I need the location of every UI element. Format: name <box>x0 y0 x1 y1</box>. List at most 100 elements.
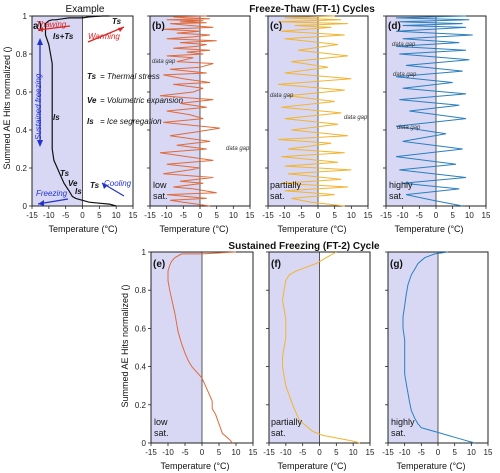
x-tick-label-a: 0 <box>80 211 85 220</box>
y-tick-label-a: 0.8 <box>16 50 28 59</box>
series-line-f-0 <box>281 251 361 444</box>
x-tick-label-b: -15 <box>144 211 156 220</box>
legend-ve-symbol: Ve <box>87 96 97 105</box>
bottom-section-title: Sustained Freezing (FT-2) Cycle <box>228 241 380 252</box>
x-tick-label-d: 15 <box>482 211 491 220</box>
freezing-region-b <box>150 16 200 206</box>
is-mid-label: Is <box>53 113 60 122</box>
example-title: Example <box>66 4 105 15</box>
panel-f: -15 -10 -5 0 5 10 15 <box>263 251 375 457</box>
x-tick-label-b: 0 <box>198 211 203 220</box>
x-tick-label-b: -5 <box>180 211 188 220</box>
panel-c-label: (c) <box>270 21 282 32</box>
panel-c-caption-2: sat. <box>270 191 285 201</box>
panel-f-label: (f) <box>271 259 281 270</box>
x-tick-label-c: 10 <box>347 211 356 220</box>
x-tick-label-e: 15 <box>249 448 258 457</box>
top-ylabel: Summed AE Hits normalized () <box>2 46 12 169</box>
xlabel-c: Temperature (°C) <box>277 224 346 234</box>
example-annotations: Thawing Warming Ts Is+Ts Sustained freez… <box>34 17 184 206</box>
xlabel-a: Temperature (°C) <box>48 224 117 234</box>
x-tick-label-c: -15 <box>262 211 274 220</box>
sustained-arrow-head-top <box>37 38 43 45</box>
panel-f-caption-1: partially <box>271 417 303 427</box>
freezing-region-g <box>388 252 438 443</box>
legend-ve-text: = Volumetric expansion <box>100 96 184 105</box>
x-tick-label-e: -10 <box>162 448 174 457</box>
panel-g: -15 -10 -5 0 5 10 15 <box>382 251 493 457</box>
y-tick-label-a: 1 <box>23 12 28 21</box>
x-tick-label-e: -5 <box>181 448 189 457</box>
xlabel-f: Temperature (°C) <box>277 461 346 471</box>
cooling-label: Cooling <box>104 179 132 188</box>
panel-d-label: (d) <box>388 21 401 32</box>
series-line-a-0 <box>44 15 117 207</box>
xlabel-e: Temperature (°C) <box>160 461 229 471</box>
bottom-ylabel: Summed AE Hits normalized () <box>120 284 130 407</box>
x-tick-label-c: 15 <box>364 211 373 220</box>
panel-b-data-gap-1: data gap <box>152 59 176 65</box>
ts-top: Ts <box>112 17 122 26</box>
x-tick-label-c: 5 <box>332 211 337 220</box>
ts-right-label: Ts <box>90 181 100 190</box>
y-tick-label-e: 0.8 <box>135 286 147 295</box>
panel-c-data-gap-2: data gap <box>344 115 368 121</box>
x-tick-label-e: 0 <box>200 448 205 457</box>
x-tick-label-f: 10 <box>349 448 358 457</box>
x-tick-label-g: -15 <box>382 448 394 457</box>
legend-ts-text: = Thermal stress <box>100 72 160 81</box>
panel-d-data-gap-1: data gap <box>392 42 416 48</box>
x-tick-label-g: -5 <box>418 448 426 457</box>
x-tick-label-f: 0 <box>317 448 322 457</box>
xlabel-b: Temperature (°C) <box>159 224 228 234</box>
legend-is-text: = Ice segregation <box>100 117 162 126</box>
thawing-arrow <box>37 25 71 31</box>
panel-e-caption-2: sat. <box>154 428 169 438</box>
is-low-label: Is <box>75 187 82 196</box>
x-tick-label-d: 10 <box>465 211 474 220</box>
panel-c-data-gap-1: data gap <box>270 93 294 99</box>
x-tick-label-a: 5 <box>97 211 102 220</box>
panel-c-caption-1: partially <box>270 180 302 190</box>
series-line-d-0 <box>395 15 473 207</box>
y-tick-label-a: 0.2 <box>16 164 28 173</box>
series-line-c-0 <box>277 15 352 207</box>
is-ts-label: Is+Ts <box>53 32 74 41</box>
panel-d-caption-1: highly <box>389 180 413 190</box>
panel-d-caption-2: sat. <box>389 191 404 201</box>
panel-d-data-gap-3: data gap <box>397 125 421 131</box>
y-tick-label-e: 0.4 <box>135 363 147 372</box>
x-tick-label-b: 5 <box>214 211 219 220</box>
sustained-arrow-head-bottom <box>37 140 43 147</box>
x-tick-label-f: 15 <box>366 448 375 457</box>
x-tick-label-f: -10 <box>280 448 292 457</box>
y-tick-label-e: 0 <box>142 439 147 448</box>
panel-e-label: (e) <box>153 259 165 270</box>
x-tick-label-e: 10 <box>232 448 241 457</box>
freezing-region-e <box>151 252 202 443</box>
x-tick-label-c: -5 <box>298 211 306 220</box>
y-tick-label-a: 0 <box>23 202 28 211</box>
x-tick-label-a: 15 <box>129 211 138 220</box>
warming-label: Warming <box>88 32 120 41</box>
panel-g-caption-2: sat. <box>391 428 406 438</box>
x-tick-label-g: 0 <box>436 448 441 457</box>
x-tick-label-d: -15 <box>380 211 392 220</box>
x-tick-label-a: 10 <box>112 211 121 220</box>
top-section-title: Freeze-Thaw (FT-1) Cycles <box>249 4 375 15</box>
xlabel-g: Temperature (°C) <box>396 461 465 471</box>
x-tick-label-b: 15 <box>246 211 255 220</box>
panel-a-label: a) <box>33 21 42 32</box>
x-tick-label-f: -5 <box>299 448 307 457</box>
panel-b-data-gap-2: data gap <box>226 146 250 152</box>
xlabel-d: Temperature (°C) <box>394 224 463 234</box>
x-tick-label-b: 10 <box>229 211 238 220</box>
x-tick-label-f: 5 <box>334 448 339 457</box>
x-tick-label-a: -5 <box>62 211 70 220</box>
x-tick-label-d: 0 <box>434 211 439 220</box>
series-line-b-0 <box>159 15 221 207</box>
panel-g-label: (g) <box>390 259 403 270</box>
freezing-arrow-head <box>38 200 44 206</box>
x-tick-label-c: -10 <box>279 211 291 220</box>
